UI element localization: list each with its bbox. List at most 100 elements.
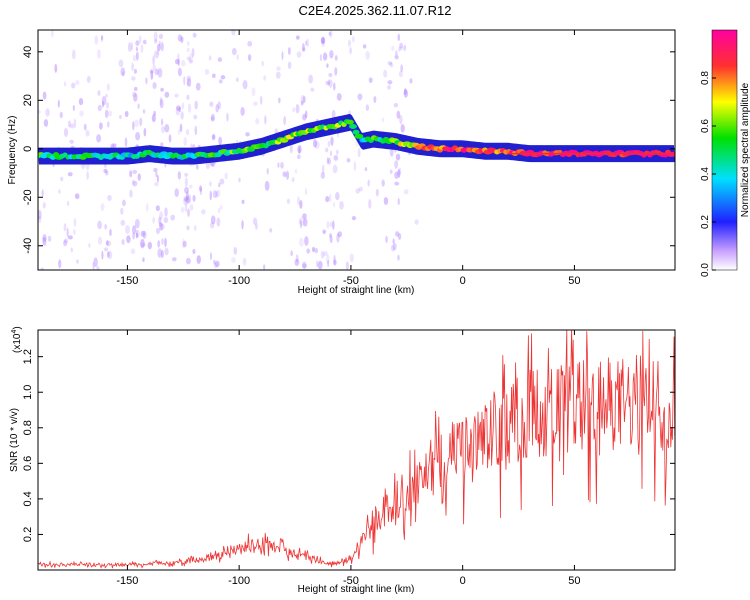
noise-speck [130,248,136,255]
noise-speck [70,247,73,253]
noise-speck [287,61,292,70]
noise-speck [159,223,165,230]
noise-speck [132,91,137,98]
noise-speck [100,35,104,41]
noise-speck [329,150,333,157]
noise-speck [328,72,333,78]
y-tick-label: 1.2 [22,349,34,364]
noise-speck [310,87,315,92]
noise-speck [247,54,252,62]
noise-speck [215,104,219,113]
noise-speck [194,125,198,136]
noise-speck [103,168,108,174]
noise-speck [208,55,212,61]
noise-speck [397,33,401,42]
noise-speck [174,188,179,197]
noise-speck [58,259,62,269]
noise-speck [358,186,363,192]
x-tick-label: -50 [343,575,359,587]
noise-speck [103,247,109,252]
y-tick-label: 0 [22,146,34,152]
noise-speck [187,103,192,113]
noise-speck [238,177,241,183]
spectrogram-x-label: Height of straight line (km) [298,285,415,296]
noise-speck [124,137,128,148]
noise-speck [398,70,403,78]
noise-speck [319,53,322,62]
noise-speck [183,76,186,86]
noise-speck [180,206,185,213]
noise-speck [73,218,77,227]
noise-speck [42,236,47,246]
noise-speck [216,189,221,198]
noise-speck [186,94,190,100]
noise-speck [389,169,393,174]
noise-speck [398,167,402,176]
noise-speck [134,218,140,229]
noise-speck [302,95,306,104]
snr-y-label: SNR (10 * v/v) [9,408,20,472]
noise-speck [231,257,236,263]
noise-speck [278,97,281,104]
noise-speck [373,95,377,103]
noise-speck [160,87,164,92]
noise-speck [100,203,105,212]
noise-speck [124,110,129,118]
colorbar-tick-label: 0.2 [700,215,711,229]
noise-speck [194,100,198,110]
noise-speck [282,171,287,178]
noise-speck [295,103,300,114]
noise-speck [209,252,213,260]
noise-speck [298,217,301,225]
noise-speck [210,113,215,122]
snr-x-ticks: -150 -100 -50 0 50 [116,330,581,587]
noise-speck [311,246,316,253]
noise-speck [251,87,256,97]
ridge-cell [349,124,357,130]
noise-speck [132,54,136,62]
noise-speck [332,164,338,174]
noise-speck [333,82,336,91]
noise-speck [105,93,108,98]
noise-speck [414,219,419,225]
noise-speck [180,36,184,43]
snr-multiplier-base: (x10 [12,333,23,353]
noise-speck [364,167,368,172]
noise-speck [157,49,160,56]
noise-speck [211,133,216,141]
noise-speck [170,214,176,221]
noise-speck [154,68,159,76]
noise-speck [326,63,329,68]
noise-speck [101,95,107,106]
snr-panel: -150 -100 -50 0 50 0.2 0.4 0.6 0.8 1.0 1.2 Height… [9,326,676,595]
noise-speck [300,100,304,106]
noise-speck [187,208,190,217]
noise-speck [297,145,302,154]
noise-speck [158,40,161,47]
noise-speck [69,123,75,129]
noise-speck [154,39,158,44]
noise-speck [73,118,77,129]
noise-speck [153,167,158,173]
noise-speck [320,40,326,48]
noise-speck [275,71,281,79]
noise-speck [184,186,189,194]
noise-speck [72,105,75,111]
noise-speck [302,261,307,270]
noise-speck [59,111,63,119]
noise-speck [135,51,139,61]
x-tick-label: -150 [116,275,138,287]
noise-speck [160,41,164,52]
noise-speck [180,111,184,120]
noise-speck [301,43,305,52]
noise-speck [304,110,308,119]
noise-speck [263,264,266,270]
noise-speck [299,200,303,209]
noise-speck [397,169,401,178]
noise-speck [329,221,334,228]
noise-speck [314,247,318,254]
noise-speck [184,172,189,177]
noise-speck [119,114,122,120]
noise-speck [261,60,264,67]
noise-speck [241,199,245,204]
